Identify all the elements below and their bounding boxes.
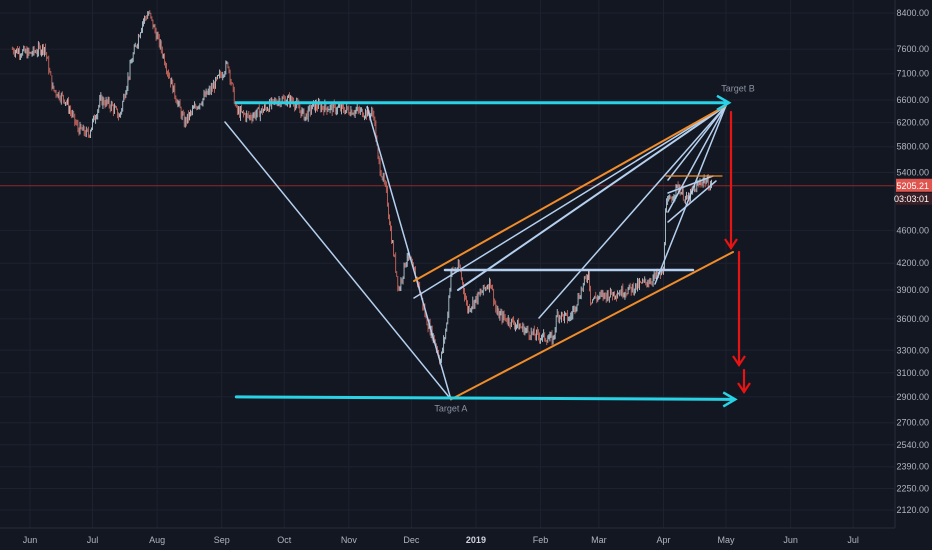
y-tick-label: 4600.00 [896,225,929,235]
last-price-value: 5205.21 [896,181,929,191]
fan-line-a2 [366,106,452,401]
red-arrow-1-head [724,238,738,250]
red-arrow-3-head [737,382,751,394]
y-tick-label: 3600.00 [896,314,929,324]
support-line [234,395,734,401]
candles [11,10,712,365]
target-a-label: Target A [434,403,467,413]
pennant-upper [667,175,714,194]
resistance-arrowhead [716,94,732,111]
x-tick-label: Nov [341,535,358,545]
channel-lower [449,251,734,401]
last-price-badge: 5205.21 03:03:01 [894,178,932,205]
y-tick-label: 2120.00 [896,505,929,515]
time-axis[interactable]: Jun Jul Aug Sep Oct Nov Dec 2019 Feb Mar Apr May Jun… [23,535,859,545]
y-tick-label: 2540.00 [896,440,929,450]
y-tick-label: 2250.00 [896,484,929,494]
x-tick-label: Mar [591,535,607,545]
x-tick-label: Jul [847,535,859,545]
x-tick-label: Jul [87,535,99,545]
x-tick-label: Feb [533,535,549,545]
x-tick-label: Jun [23,535,38,545]
countdown-badge-bg [896,192,932,205]
x-tick-label: May [717,535,735,545]
y-tick-label: 2390.00 [896,462,929,472]
fan-line-b4 [654,104,727,285]
fan-line-b3 [538,104,727,319]
x-tick-label: Oct [277,535,292,545]
fan-line-b2 [413,104,727,299]
drawings: Target B Target A [224,84,755,413]
y-tick-label: 5800.00 [896,142,929,152]
y-tick-label: 6600.00 [896,95,929,105]
x-tick-label: Dec [403,535,420,545]
y-tick-label: 3900.00 [896,285,929,295]
y-tick-label: 2700.00 [896,418,929,428]
countdown-value: 03:03:01 [894,194,929,204]
price-axis[interactable]: 8400.00 7600.00 7100.00 6600.00 6200.00 5800.… [896,8,929,515]
x-tick-label: Apr [656,535,670,545]
y-tick-label: 5400.00 [896,167,929,177]
y-tick-label: 2900.00 [896,392,929,402]
x-tick-label: Sep [214,535,230,545]
fan-line-a1 [224,121,452,401]
pennant-lower [667,180,717,223]
last-price-badge-bg [896,178,932,192]
target-b-label: Target B [721,84,755,94]
fan-line-b5 [667,104,727,213]
x-tick-label: 2019 [466,535,486,545]
y-tick-label: 3300.00 [896,345,929,355]
channel-upper [413,104,727,282]
fan-line-b6 [667,104,727,181]
y-tick-label: 7100.00 [896,69,929,79]
y-tick-label: 8400.00 [896,8,929,18]
y-tick-label: 6200.00 [896,118,929,128]
y-tick-label: 3100.00 [896,368,929,378]
support-arrowhead [722,391,738,408]
y-tick-label: 4200.00 [896,258,929,268]
fan-line-b1 [457,104,727,291]
red-arrow-2-head [732,355,746,367]
x-tick-label: Aug [149,535,165,545]
x-tick-label: Jun [783,535,798,545]
y-tick-label: 7600.00 [896,44,929,54]
